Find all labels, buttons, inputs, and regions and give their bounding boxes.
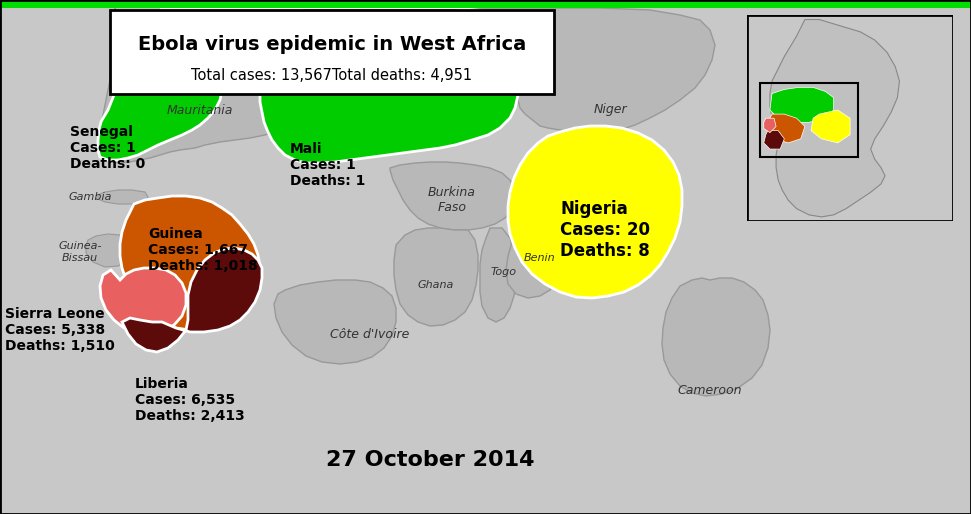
- Text: Côte d'Ivoire: Côte d'Ivoire: [330, 328, 410, 341]
- Polygon shape: [764, 118, 776, 133]
- Polygon shape: [480, 228, 516, 322]
- Polygon shape: [100, 8, 310, 163]
- Bar: [759, 83, 858, 157]
- Polygon shape: [86, 234, 134, 267]
- Text: Guinea
Cases: 1,667
Deaths: 1,018: Guinea Cases: 1,667 Deaths: 1,018: [148, 227, 257, 273]
- Text: Niger: Niger: [593, 103, 627, 117]
- Text: Ghana: Ghana: [418, 280, 454, 290]
- Polygon shape: [274, 280, 396, 364]
- Text: Senegal
Cases: 1
Deaths: 0: Senegal Cases: 1 Deaths: 0: [70, 125, 146, 171]
- Polygon shape: [98, 190, 148, 204]
- Polygon shape: [770, 20, 899, 217]
- Text: Total cases: 13,567Total deaths: 4,951: Total cases: 13,567Total deaths: 4,951: [191, 67, 473, 83]
- Text: Mali
Cases: 1
Deaths: 1: Mali Cases: 1 Deaths: 1: [290, 142, 365, 188]
- Polygon shape: [98, 50, 222, 160]
- Polygon shape: [100, 268, 186, 334]
- Text: Cameroon: Cameroon: [678, 383, 742, 396]
- Polygon shape: [160, 8, 530, 163]
- Text: Burkina
Faso: Burkina Faso: [428, 186, 476, 214]
- Polygon shape: [768, 114, 805, 143]
- Polygon shape: [508, 126, 682, 298]
- Text: Guinea-
Bissau: Guinea- Bissau: [58, 241, 102, 263]
- Text: Togo: Togo: [491, 267, 517, 277]
- Text: Ebola virus epidemic in West Africa: Ebola virus epidemic in West Africa: [138, 35, 526, 54]
- Text: Sierra Leone
Cases: 5,338
Deaths: 1,510: Sierra Leone Cases: 5,338 Deaths: 1,510: [5, 307, 115, 353]
- Polygon shape: [770, 87, 834, 122]
- Polygon shape: [120, 196, 260, 330]
- Text: Gambia: Gambia: [68, 192, 112, 202]
- Polygon shape: [764, 131, 785, 149]
- Text: Mauritania: Mauritania: [167, 103, 233, 117]
- Polygon shape: [506, 220, 562, 298]
- Text: Liberia
Cases: 6,535
Deaths: 2,413: Liberia Cases: 6,535 Deaths: 2,413: [135, 377, 245, 423]
- FancyBboxPatch shape: [110, 10, 554, 94]
- Text: 27 October 2014: 27 October 2014: [325, 450, 534, 470]
- Polygon shape: [455, 8, 715, 133]
- Polygon shape: [394, 228, 478, 326]
- Polygon shape: [811, 110, 851, 143]
- Text: Benin: Benin: [524, 253, 555, 263]
- Text: Nigeria
Cases: 20
Deaths: 8: Nigeria Cases: 20 Deaths: 8: [560, 200, 650, 260]
- Polygon shape: [662, 278, 770, 396]
- Polygon shape: [390, 162, 515, 230]
- Polygon shape: [122, 248, 262, 352]
- Bar: [0, 0, 971, 8]
